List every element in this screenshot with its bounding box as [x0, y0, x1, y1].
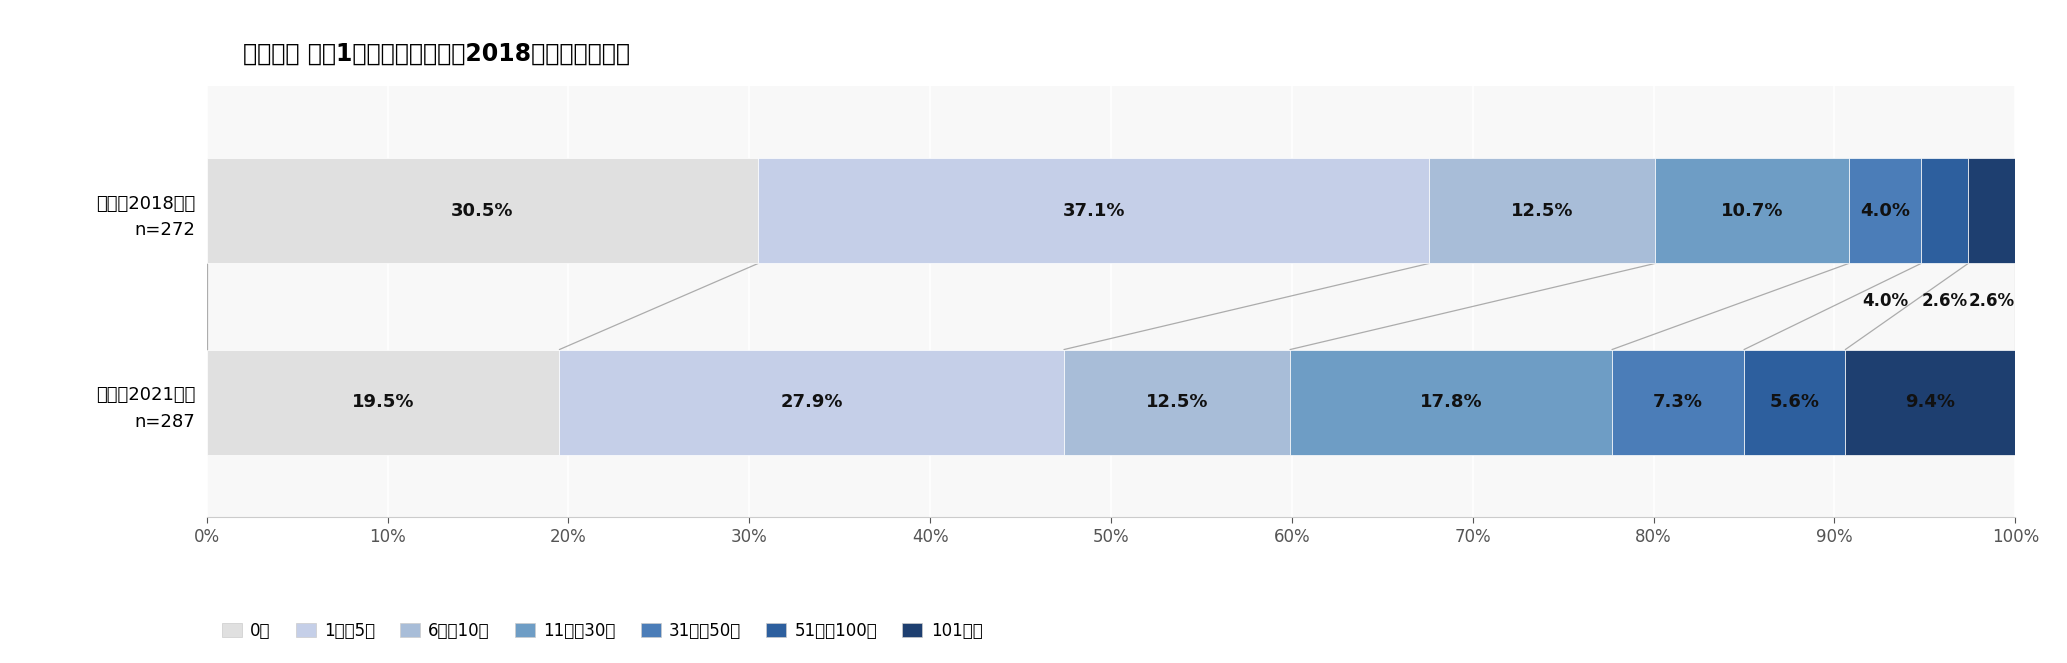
Bar [759, 158, 1430, 263]
Text: 2.6%: 2.6% [1968, 292, 2015, 310]
Bar [1968, 158, 2015, 263]
Bar [1065, 349, 1290, 455]
Text: 12.5%: 12.5% [1145, 393, 1209, 411]
Text: 》図表》 直近1年間の通報件数／2018年結果との比較: 》図表》 直近1年間の通報件数／2018年結果との比較 [244, 42, 630, 66]
Text: 30.5%: 30.5% [451, 202, 515, 219]
Text: 12.5%: 12.5% [1511, 202, 1573, 219]
Bar [207, 158, 759, 263]
Text: 2.6%: 2.6% [1922, 292, 1968, 310]
Bar [1848, 158, 1920, 263]
Bar [1745, 349, 1846, 455]
Text: 17.8%: 17.8% [1420, 393, 1482, 411]
Bar [1612, 349, 1745, 455]
Bar [207, 349, 560, 455]
Bar [1430, 158, 1656, 263]
Legend: 0件, 1件～5件, 6件～10件, 11件～30件, 31件～50件, 51件～100件, 101件～: 0件, 1件～5件, 6件～10件, 11件～30件, 31件～50件, 51件… [215, 615, 990, 646]
Bar [1920, 158, 1968, 263]
Bar [1846, 349, 2015, 455]
Bar [1656, 158, 1850, 263]
Text: 10.7%: 10.7% [1722, 202, 1784, 219]
Text: 7.3%: 7.3% [1654, 393, 1703, 411]
Text: 37.1%: 37.1% [1062, 202, 1124, 219]
Bar [1290, 349, 1612, 455]
Text: 5.6%: 5.6% [1769, 393, 1819, 411]
Text: 9.4%: 9.4% [1906, 393, 1955, 411]
Text: 4.0%: 4.0% [1860, 202, 1910, 219]
Bar [560, 349, 1065, 455]
Text: 27.9%: 27.9% [781, 393, 843, 411]
Text: 19.5%: 19.5% [351, 393, 413, 411]
Text: 4.0%: 4.0% [1862, 292, 1908, 310]
